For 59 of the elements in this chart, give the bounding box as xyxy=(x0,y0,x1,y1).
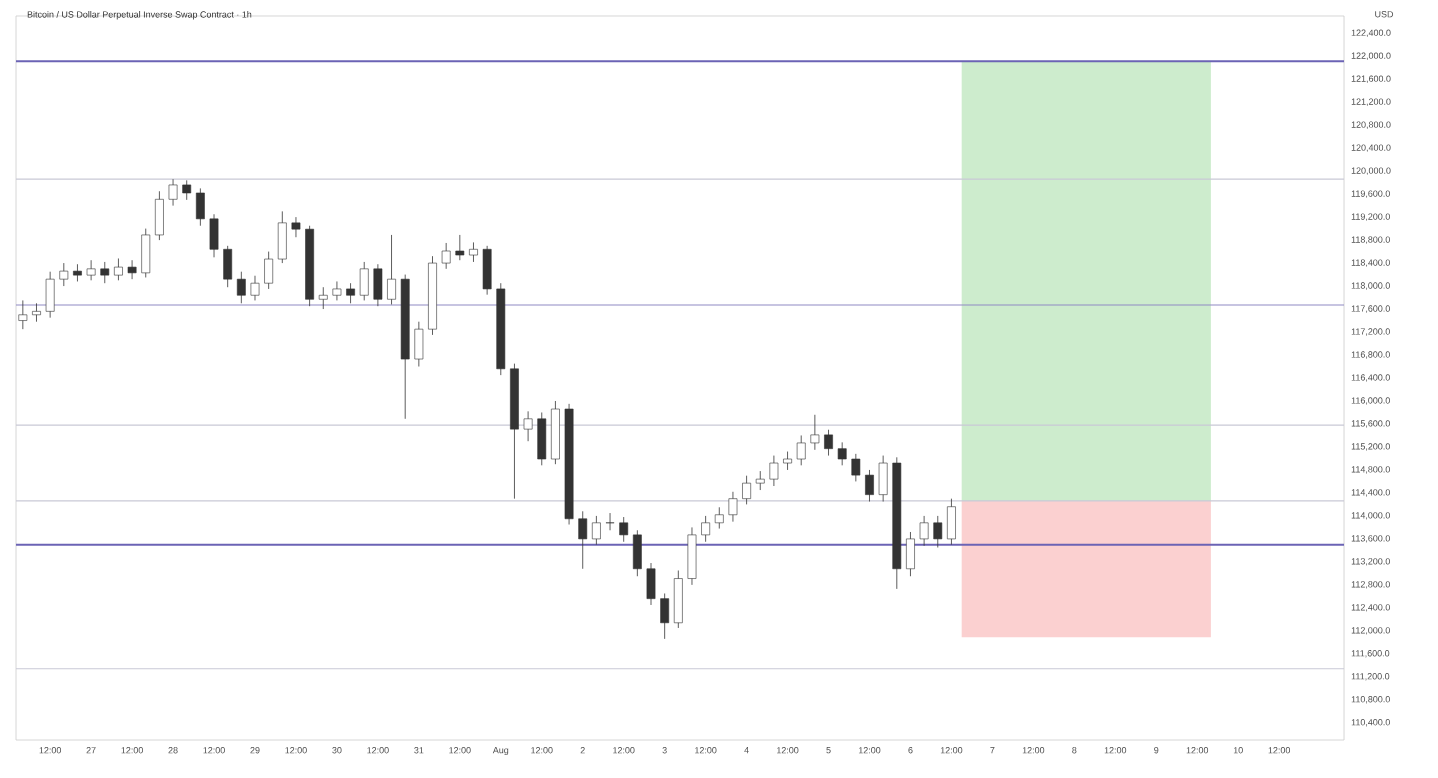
candlestick xyxy=(236,271,246,304)
candlestick xyxy=(387,234,396,305)
candlestick xyxy=(250,275,260,301)
candlestick xyxy=(673,570,683,629)
candlestick xyxy=(947,498,956,546)
candlestick xyxy=(346,282,355,304)
candlestick xyxy=(742,475,751,505)
candlestick xyxy=(277,210,287,264)
candlestick xyxy=(45,271,55,319)
candlestick xyxy=(414,321,424,367)
candlestick xyxy=(865,469,874,502)
candlestick xyxy=(578,510,588,570)
candlestick xyxy=(100,261,110,284)
candlestick xyxy=(537,412,547,466)
candlestick xyxy=(728,491,738,523)
candlestick xyxy=(851,453,861,482)
candlestick xyxy=(837,441,847,466)
candlestick xyxy=(264,251,274,290)
candlestick xyxy=(523,410,533,442)
candlestick xyxy=(318,286,328,310)
candlestick xyxy=(469,241,478,263)
candlestick xyxy=(810,414,820,451)
candlestick xyxy=(878,455,888,502)
candlestick xyxy=(182,179,192,201)
candlestick xyxy=(114,258,123,281)
candlestick xyxy=(769,455,779,487)
candlestick xyxy=(755,470,765,491)
candlestick xyxy=(646,562,656,606)
candlestick xyxy=(209,213,219,258)
candlestick xyxy=(291,216,301,238)
candlestick xyxy=(127,259,137,280)
candlestick xyxy=(155,190,164,241)
candlestick xyxy=(906,531,915,577)
candlestick xyxy=(632,529,642,577)
candlestick xyxy=(919,515,929,547)
candlestick xyxy=(59,262,69,287)
candlestick xyxy=(168,178,178,207)
candlestick xyxy=(373,263,383,307)
candlestick xyxy=(933,515,943,548)
candlestick xyxy=(660,593,670,640)
candlestick xyxy=(359,261,369,301)
candlestick xyxy=(455,234,465,261)
candlestick xyxy=(441,242,451,270)
candlestick xyxy=(32,302,41,323)
candlestick xyxy=(591,515,601,546)
candlestick xyxy=(701,515,711,543)
candlestick xyxy=(482,245,492,296)
candlestick xyxy=(332,281,342,301)
candlestick xyxy=(18,300,28,330)
candlestick xyxy=(195,187,205,227)
candlestick xyxy=(796,435,806,466)
candlestick xyxy=(223,245,233,288)
candlestick xyxy=(824,429,833,456)
candlestick xyxy=(783,451,792,471)
candlestick xyxy=(86,259,96,281)
candlestick xyxy=(687,527,697,586)
candlestick xyxy=(141,228,151,278)
candlestick xyxy=(619,516,629,543)
candlestick xyxy=(714,506,724,529)
